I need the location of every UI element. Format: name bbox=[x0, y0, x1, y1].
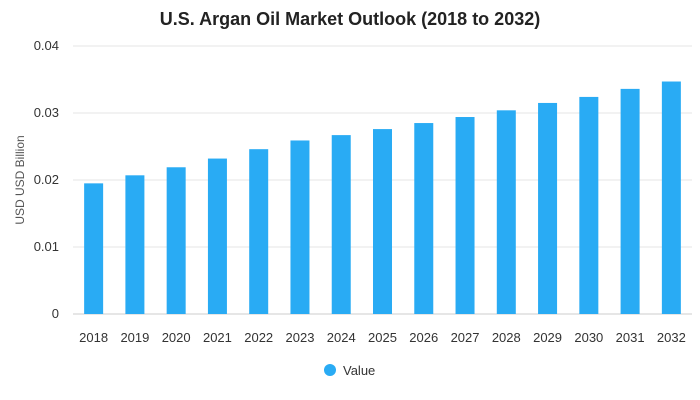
x-tick-label: 2026 bbox=[409, 330, 438, 345]
x-tick-label: 2032 bbox=[657, 330, 686, 345]
x-tick-label: 2024 bbox=[327, 330, 356, 345]
bar-2032[interactable] bbox=[661, 81, 681, 314]
x-tick-label: 2028 bbox=[492, 330, 521, 345]
y-axis-ticks: 0 0.01 0.02 0.03 0.04 bbox=[34, 38, 59, 321]
bars bbox=[84, 81, 681, 315]
y-tick-label: 0 bbox=[52, 306, 59, 321]
x-tick-label: 2031 bbox=[616, 330, 645, 345]
x-tick-label: 2029 bbox=[533, 330, 562, 345]
bar-2031[interactable] bbox=[620, 88, 640, 314]
x-tick-label: 2018 bbox=[79, 330, 108, 345]
bar-2020[interactable] bbox=[166, 167, 186, 314]
bar-2025[interactable] bbox=[373, 129, 392, 314]
x-axis-ticks: 2018 2019 2020 2021 2022 2023 2024 2025 2026 2027… bbox=[79, 330, 686, 345]
bar-2028[interactable] bbox=[496, 110, 516, 314]
bar-2018[interactable] bbox=[84, 183, 104, 314]
bar-2029[interactable] bbox=[538, 102, 558, 314]
y-tick-label: 0.01 bbox=[34, 239, 59, 254]
chart-title: U.S. Argan Oil Market Outlook (2018 to 2… bbox=[160, 9, 540, 29]
x-tick-label: 2030 bbox=[574, 330, 603, 345]
x-tick-label: 2021 bbox=[203, 330, 232, 345]
x-tick-label: 2020 bbox=[162, 330, 191, 345]
legend[interactable]: Value bbox=[324, 363, 375, 378]
y-tick-label: 0.02 bbox=[34, 172, 59, 187]
bar-2026[interactable] bbox=[414, 123, 434, 314]
y-tick-label: 0.04 bbox=[34, 38, 59, 53]
x-tick-label: 2027 bbox=[451, 330, 480, 345]
legend-label-value[interactable]: Value bbox=[343, 363, 375, 378]
bar-2021[interactable] bbox=[207, 158, 227, 314]
bar-2030[interactable] bbox=[579, 96, 599, 314]
bar-2022[interactable] bbox=[249, 149, 269, 314]
y-tick-label: 0.03 bbox=[34, 105, 59, 120]
bar-2024[interactable] bbox=[331, 135, 351, 314]
bar-2027[interactable] bbox=[455, 117, 475, 315]
x-tick-label: 2023 bbox=[286, 330, 315, 345]
x-tick-label: 2022 bbox=[244, 330, 273, 345]
legend-swatch-value[interactable] bbox=[324, 364, 336, 376]
x-tick-label: 2025 bbox=[368, 330, 397, 345]
y-axis-label: USD USD Billion bbox=[13, 135, 27, 224]
bar-2023[interactable] bbox=[290, 140, 310, 314]
bar-2019[interactable] bbox=[125, 175, 145, 314]
x-tick-label: 2019 bbox=[120, 330, 149, 345]
